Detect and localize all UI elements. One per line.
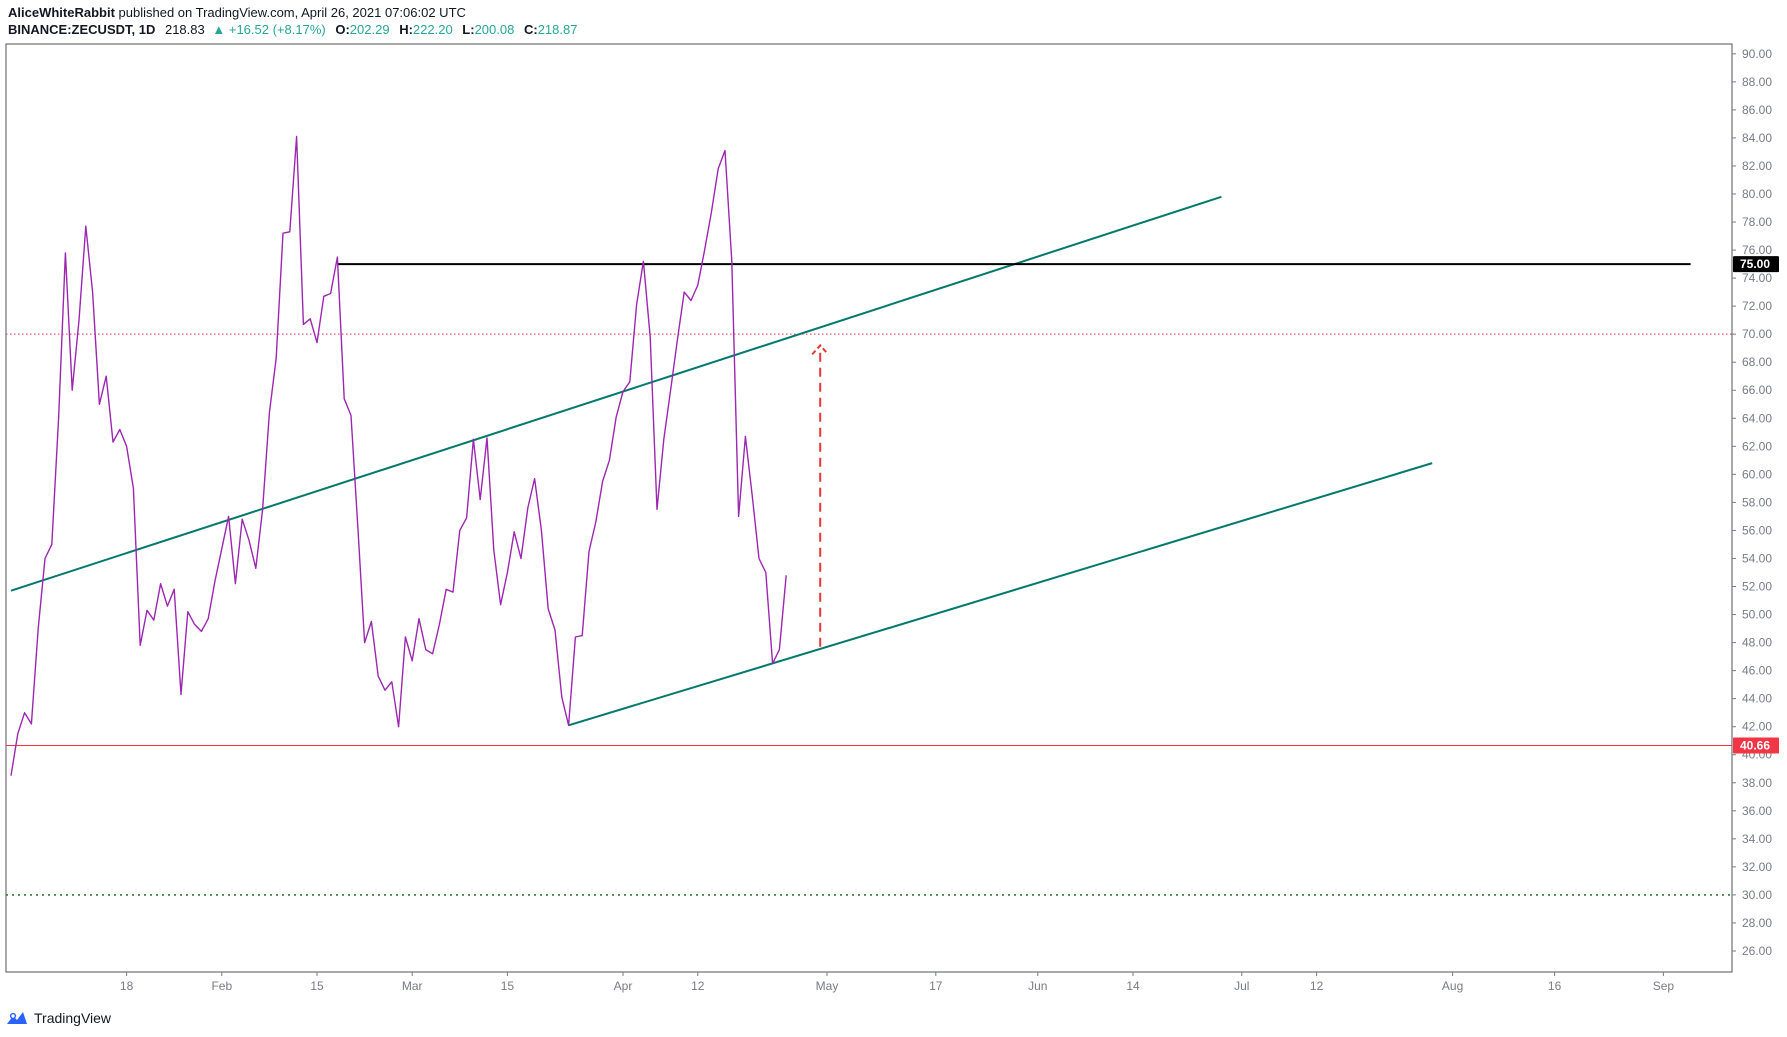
price-line [10, 135, 787, 776]
y-tick-label: 72.00 [1742, 299, 1772, 313]
x-tick-label: 18 [120, 979, 134, 993]
up-arrow-icon: ▲ [212, 22, 226, 37]
price-label-box [1733, 737, 1779, 754]
x-tick-label: Jun [1028, 979, 1047, 993]
y-tick-label: 80.00 [1742, 187, 1772, 201]
y-tick-label: 88.00 [1742, 75, 1772, 89]
close-label: C: [523, 22, 538, 37]
x-tick-label: 15 [501, 979, 515, 993]
price-label-box [1733, 256, 1779, 273]
open-label: O: [335, 22, 350, 37]
y-tick-label: 32.00 [1742, 860, 1772, 874]
y-tick-label: 36.00 [1742, 804, 1772, 818]
lower-channel-line [568, 462, 1433, 727]
x-tick-label: Sep [1653, 979, 1675, 993]
x-tick-label: Mar [402, 979, 423, 993]
y-tick-label: 74.00 [1742, 271, 1772, 285]
x-tick-label: Apr [614, 979, 633, 993]
open-value: 202.29 [349, 22, 390, 37]
horizontal-levels [6, 333, 1732, 896]
publish-info: published on TradingView.com, April 26, … [118, 5, 466, 20]
author-name[interactable]: AliceWhiteRabbit [8, 5, 115, 20]
y-tick-label: 42.00 [1742, 720, 1772, 734]
tradingview-logo-icon [7, 1012, 27, 1024]
y-tick-label: 54.00 [1742, 551, 1772, 565]
high-label: H: [399, 22, 413, 37]
price-series [10, 135, 787, 776]
y-tick-label: 82.00 [1742, 159, 1772, 173]
y-tick-label: 30.00 [1742, 888, 1772, 902]
x-tick-label: 12 [691, 979, 705, 993]
y-tick-label: 58.00 [1742, 495, 1772, 509]
low-label: L: [462, 22, 475, 37]
x-tick-label: May [816, 979, 839, 993]
x-tick-label: Aug [1442, 979, 1463, 993]
y-tick-label: 34.00 [1742, 832, 1772, 846]
y-tick-label: 70.00 [1742, 327, 1772, 341]
y-tick-label: 76.00 [1742, 243, 1772, 257]
brand-name: TradingView [34, 1010, 112, 1026]
y-tick-label: 60.00 [1742, 467, 1772, 481]
low-value: 200.08 [474, 22, 515, 37]
y-tick-label: 62.00 [1742, 439, 1772, 453]
y-tick-label: 78.00 [1742, 215, 1772, 229]
y-tick-label: 38.00 [1742, 776, 1772, 790]
y-tick-label: 84.00 [1742, 131, 1772, 145]
chart-header: AliceWhiteRabbit published on TradingVie… [8, 4, 577, 38]
x-tick-label: Jul [1234, 979, 1249, 993]
y-tick-label: 46.00 [1742, 664, 1772, 678]
x-tick-label: 14 [1126, 979, 1140, 993]
upper-channel-line [10, 195, 1222, 592]
x-tick-label: 12 [1310, 979, 1324, 993]
last-price: 218.83 [164, 22, 205, 37]
y-tick-label: 90.00 [1742, 47, 1772, 61]
price-label-text: 75.00 [1740, 257, 1770, 271]
publish-line: AliceWhiteRabbit published on TradingVie… [8, 4, 577, 21]
x-tick-label: 16 [1548, 979, 1562, 993]
x-tick-label: Feb [211, 979, 232, 993]
y-tick-label: 28.00 [1742, 916, 1772, 930]
y-tick-label: 64.00 [1742, 411, 1772, 425]
price-change: +16.52 (+8.17%) [228, 22, 326, 37]
close-value: 218.87 [537, 22, 578, 37]
price-axis[interactable]: 26.0028.0030.0032.0034.0036.0038.0040.00… [1732, 47, 1772, 958]
price-label-text: 40.66 [1740, 738, 1770, 752]
x-tick-label: 15 [310, 979, 324, 993]
symbol-name[interactable]: BINANCE:ZECUSDT, 1D [8, 22, 156, 37]
target-arrow-head [811, 343, 829, 356]
x-tick-label: 17 [929, 979, 943, 993]
y-tick-label: 50.00 [1742, 608, 1772, 622]
time-axis[interactable]: 18 Feb 15 Mar 15 Apr 12 May 17 Jun 14 Jul 12 Aug 16 Sep [120, 972, 1674, 993]
y-tick-label: 66.00 [1742, 383, 1772, 397]
y-tick-label: 86.00 [1742, 103, 1772, 117]
price-labels: 75.00 40.66 [1733, 256, 1779, 754]
footer-brand[interactable]: TradingView [6, 1010, 111, 1026]
y-tick-label: 56.00 [1742, 523, 1772, 537]
y-tick-label: 52.00 [1742, 580, 1772, 594]
y-tick-label: 26.00 [1742, 944, 1772, 958]
price-chart[interactable]: 26.0028.0030.0032.0034.0036.0038.0040.00… [0, 0, 1787, 1000]
trend-drawings[interactable] [10, 195, 1691, 727]
symbol-line: BINANCE:ZECUSDT, 1D 218.83 ▲ +16.52 (+8.… [8, 21, 577, 38]
y-tick-label: 48.00 [1742, 636, 1772, 650]
y-tick-label: 44.00 [1742, 692, 1772, 706]
y-tick-label: 68.00 [1742, 355, 1772, 369]
high-value: 222.20 [412, 22, 453, 37]
